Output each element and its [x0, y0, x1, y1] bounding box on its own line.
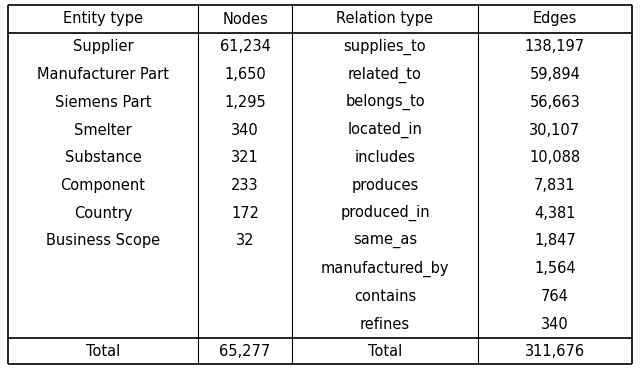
Text: Entity type: Entity type	[63, 11, 143, 27]
Text: Supplier: Supplier	[73, 39, 133, 54]
Text: 311,676: 311,676	[525, 344, 585, 359]
Text: 1,847: 1,847	[534, 234, 576, 248]
Text: produces: produces	[351, 178, 419, 193]
Text: Manufacturer Part: Manufacturer Part	[37, 67, 169, 82]
Text: supplies_to: supplies_to	[344, 39, 426, 55]
Text: Component: Component	[61, 178, 145, 193]
Text: 7,831: 7,831	[534, 178, 576, 193]
Text: 172: 172	[231, 206, 259, 221]
Text: Total: Total	[86, 344, 120, 359]
Text: 764: 764	[541, 289, 569, 304]
Text: Substance: Substance	[65, 150, 141, 165]
Text: 65,277: 65,277	[220, 344, 271, 359]
Text: belongs_to: belongs_to	[345, 94, 425, 110]
Text: Smelter: Smelter	[74, 123, 132, 138]
Text: Edges: Edges	[533, 11, 577, 27]
Text: Siemens Part: Siemens Part	[55, 95, 151, 110]
Text: 1,295: 1,295	[224, 95, 266, 110]
Text: 138,197: 138,197	[525, 39, 585, 54]
Text: produced_in: produced_in	[340, 205, 430, 221]
Text: 1,564: 1,564	[534, 261, 576, 276]
Text: 321: 321	[231, 150, 259, 165]
Text: 1,650: 1,650	[224, 67, 266, 82]
Text: includes: includes	[355, 150, 415, 165]
Text: 32: 32	[236, 234, 254, 248]
Text: same_as: same_as	[353, 234, 417, 248]
Text: 340: 340	[231, 123, 259, 138]
Text: Nodes: Nodes	[222, 11, 268, 27]
Text: Relation type: Relation type	[337, 11, 433, 27]
Text: related_to: related_to	[348, 66, 422, 83]
Text: 30,107: 30,107	[529, 123, 580, 138]
Text: 56,663: 56,663	[530, 95, 580, 110]
Text: 4,381: 4,381	[534, 206, 576, 221]
Text: manufactured_by: manufactured_by	[321, 261, 449, 277]
Text: contains: contains	[354, 289, 416, 304]
Text: refines: refines	[360, 317, 410, 332]
Text: Total: Total	[368, 344, 402, 359]
Text: located_in: located_in	[348, 122, 422, 138]
Text: 61,234: 61,234	[220, 39, 271, 54]
Text: 233: 233	[231, 178, 259, 193]
Text: 340: 340	[541, 317, 569, 332]
Text: Business Scope: Business Scope	[46, 234, 160, 248]
Text: Country: Country	[74, 206, 132, 221]
Text: 59,894: 59,894	[529, 67, 580, 82]
Text: 10,088: 10,088	[529, 150, 580, 165]
